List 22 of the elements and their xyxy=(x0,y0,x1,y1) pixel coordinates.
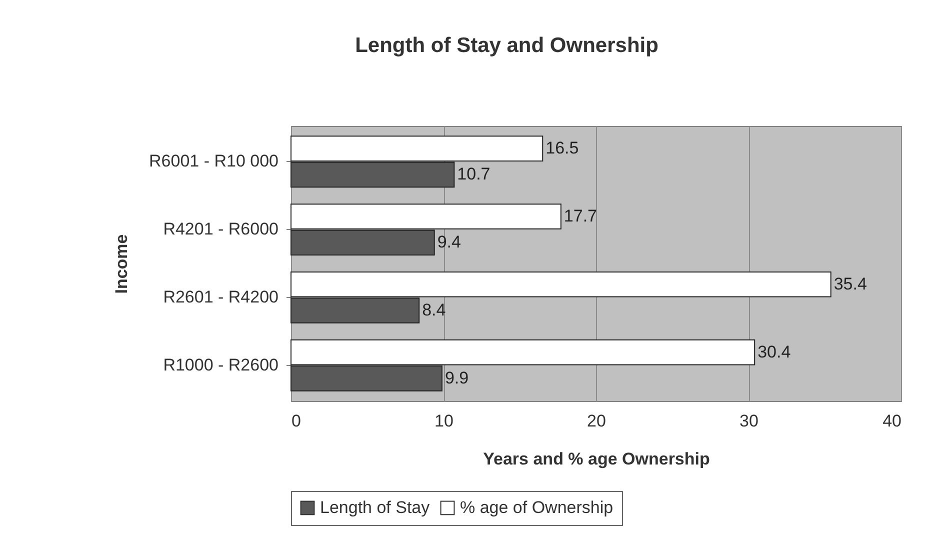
data-label: 30.4 xyxy=(758,342,791,362)
data-label: 17.7 xyxy=(564,206,598,226)
data-label: 35.4 xyxy=(834,274,867,294)
y-tick-label: R6001 - R10 000 xyxy=(149,152,278,171)
x-tick-label: 40 xyxy=(882,412,902,430)
legend-label: % age of Ownership xyxy=(460,498,614,517)
chart-title: Length of Stay and Ownership xyxy=(355,34,658,57)
x-tick-label: 0 xyxy=(292,412,301,430)
data-label: 16.5 xyxy=(546,138,579,158)
data-label: 10.7 xyxy=(457,164,490,184)
y-tick-label: R2601 - R4200 xyxy=(163,287,278,306)
data-label: 9.4 xyxy=(437,232,461,252)
data-label: 8.4 xyxy=(422,300,446,320)
x-tick-label: 10 xyxy=(434,412,454,430)
x-axis-title: Years and % age Ownership xyxy=(483,450,710,468)
y-tick-label: R1000 - R2600 xyxy=(163,355,278,374)
x-tick-label: 30 xyxy=(740,412,758,430)
y-axis-title: Income xyxy=(112,234,132,294)
y-tick-label: R4201 - R6000 xyxy=(163,220,278,239)
x-tick-label: 20 xyxy=(587,412,606,430)
legend-label: Length of Stay xyxy=(320,498,430,517)
data-label: 9.9 xyxy=(444,368,469,388)
